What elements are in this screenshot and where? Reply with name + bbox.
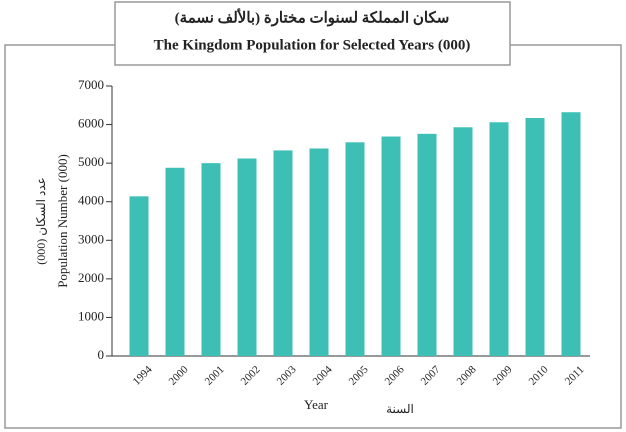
x-axis-label: Year — [304, 397, 329, 412]
bar — [129, 196, 149, 356]
x-tick-label: 2010 — [527, 363, 551, 387]
y-tick-label: 0 — [98, 347, 105, 362]
bar — [489, 122, 509, 356]
y-tick-label: 3000 — [78, 231, 104, 246]
y-tick-label: 7000 — [78, 77, 104, 92]
x-tick-label: 2011 — [563, 364, 587, 388]
y-tick-label: 2000 — [78, 270, 104, 285]
bar — [381, 136, 401, 356]
bar — [453, 127, 473, 357]
bar — [273, 150, 293, 356]
y-tick-label: 6000 — [78, 116, 104, 131]
title-box — [114, 1, 511, 66]
x-axis-label-ar: السنة — [386, 402, 414, 416]
bar — [417, 133, 437, 356]
x-tick-label: 2000 — [167, 363, 191, 387]
y-axis-label-ar: عدد السكان (000) — [34, 177, 48, 265]
x-tick-label: 2001 — [203, 364, 227, 388]
y-tick-label: 1000 — [78, 308, 104, 323]
bar — [525, 118, 545, 356]
x-tick-label: 2007 — [419, 363, 443, 387]
y-tick-label: 5000 — [78, 154, 104, 169]
bar — [561, 112, 581, 356]
bar — [201, 163, 221, 356]
x-tick-label: 2008 — [455, 363, 479, 387]
y-tick-label: 4000 — [78, 193, 104, 208]
x-tick-label: 2009 — [491, 363, 515, 387]
bar — [165, 167, 185, 356]
x-tick-label: 2006 — [383, 363, 407, 387]
chart-title: سكان المملكة لسنوات مختارة (بالألف نسمة) — [175, 7, 450, 26]
frame — [4, 44, 622, 429]
x-tick-label: 2003 — [275, 363, 299, 387]
bar — [237, 158, 257, 356]
x-tick-label: 2004 — [311, 363, 335, 387]
chart-subtitle: The Kingdom Population for Selected Year… — [154, 37, 471, 53]
x-tick-label: 2002 — [239, 364, 263, 388]
y-axis-label: Population Number (000) — [55, 154, 70, 288]
bar — [345, 142, 365, 356]
x-tick-label: 2005 — [347, 363, 371, 387]
bar — [309, 148, 329, 356]
x-tick-label: 1994 — [131, 363, 155, 387]
